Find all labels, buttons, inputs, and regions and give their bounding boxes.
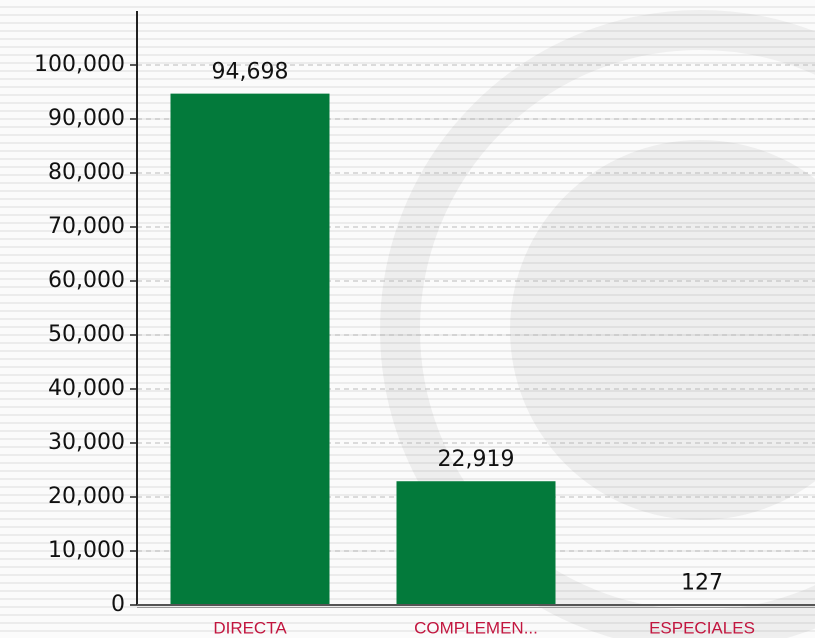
- y-tick-label: 100,000: [34, 52, 125, 77]
- bar: [396, 481, 556, 605]
- y-tick-label: 0: [111, 592, 125, 617]
- y-tick-label: 50,000: [48, 322, 125, 347]
- y-tick-label: 80,000: [48, 160, 125, 185]
- x-tick-label: COMPLEMEN...: [414, 618, 538, 637]
- value-label: 94,698: [212, 60, 289, 85]
- y-tick-label: 60,000: [48, 268, 125, 293]
- value-label: 22,919: [438, 447, 515, 472]
- y-tick-label: 10,000: [48, 538, 125, 563]
- value-label: 127: [681, 570, 723, 595]
- y-tick-label: 30,000: [48, 430, 125, 455]
- bar: [170, 93, 330, 605]
- x-tick-label: ESPECIALES: [649, 618, 755, 637]
- y-tick-label: 90,000: [48, 106, 125, 131]
- x-tick-label: DIRECTA: [213, 618, 287, 637]
- y-tick-label: 70,000: [48, 214, 125, 239]
- y-tick-label: 40,000: [48, 376, 125, 401]
- watermark: [380, 10, 815, 638]
- y-tick-label: 20,000: [48, 484, 125, 509]
